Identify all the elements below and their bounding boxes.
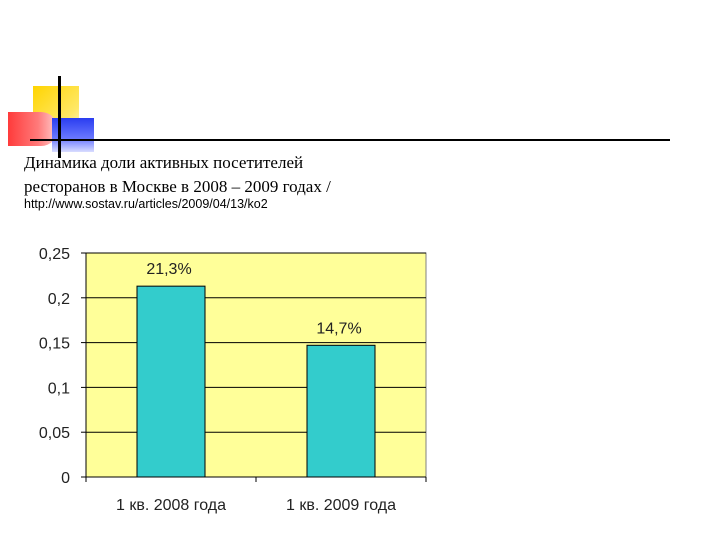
y-tick-label: 0 (61, 470, 70, 487)
slide-title-line-1: Динамика доли активных посетителей (24, 153, 304, 172)
y-tick-label: 0,05 (39, 425, 70, 442)
slide-title-line-2: ресторанов в Москве в 2008 – 2009 годах … (24, 177, 331, 196)
bar (136, 285, 206, 478)
source-url: http://www.sostav.ru/articles/2009/04/13… (24, 197, 268, 211)
x-category-label: 1 кв. 2008 года (116, 497, 226, 514)
x-category-label: 1 кв. 2009 года (286, 497, 396, 514)
data-label: 14,7% (316, 320, 361, 337)
y-tick-label: 0,25 (39, 246, 70, 263)
y-tick-label: 0,2 (48, 291, 70, 308)
bar (306, 344, 376, 478)
y-tick-label: 0,1 (48, 380, 70, 397)
data-label: 21,3% (146, 261, 191, 278)
y-tick-label: 0,15 (39, 336, 70, 353)
decor-horizontal-line (30, 139, 670, 141)
decor-vertical-line (58, 76, 61, 158)
